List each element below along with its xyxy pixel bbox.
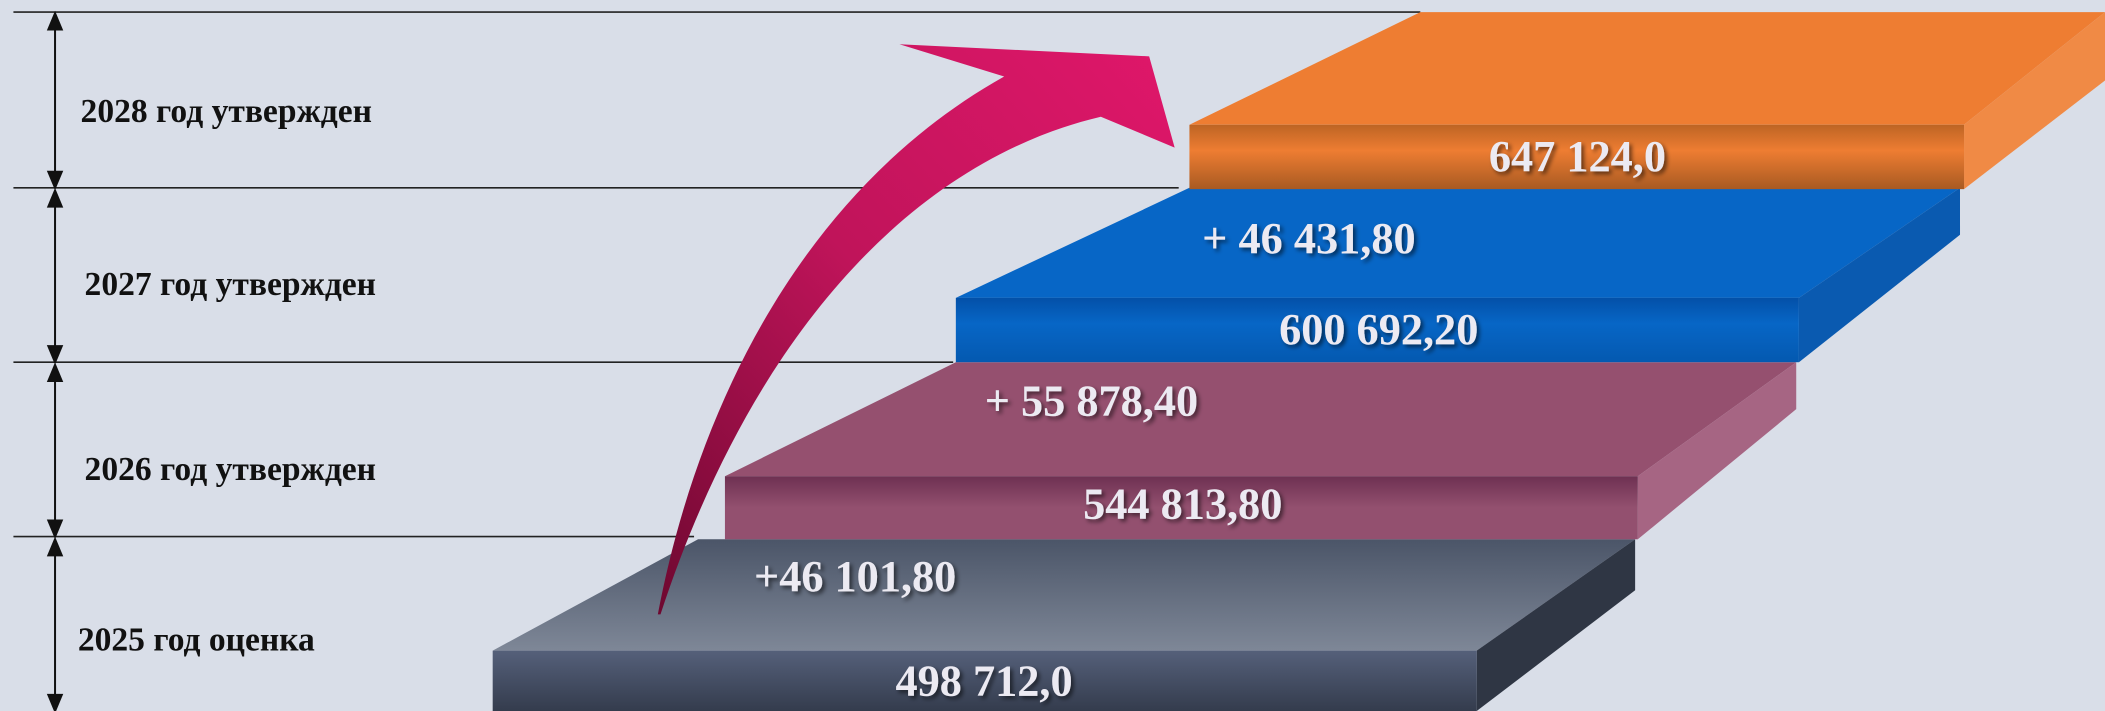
step-side [1964, 12, 2105, 190]
guide-lines [13, 11, 1421, 538]
step-top [955, 187, 1961, 298]
year-label: 2027 год утвержден [85, 266, 376, 303]
step-top [492, 539, 1636, 651]
change-label: + 55 878,40 [985, 376, 1198, 425]
change-label: + 46 431,80 [1202, 214, 1415, 263]
step-top [1189, 12, 2105, 125]
year-label: 2025 год оценка [78, 622, 315, 659]
growth-arrow [657, 44, 1175, 615]
step-top [724, 362, 1797, 477]
step-front [1189, 124, 1965, 190]
step-front [955, 297, 1799, 363]
change-label: +46 101,80 [754, 552, 956, 601]
year-label: 2026 год утвержден [85, 451, 376, 488]
step-side [1798, 187, 1961, 363]
step-side [1637, 362, 1797, 540]
step-front [492, 650, 1477, 711]
step-front [724, 476, 1638, 540]
value-label: 647 124,0 [1489, 132, 1666, 181]
year-label: 2028 год утвержден [81, 93, 372, 130]
value-label: 498 712,0 [895, 657, 1072, 706]
value-label: 600 692,20 [1279, 305, 1478, 354]
step-side [1476, 539, 1636, 711]
value-label: 544 813,80 [1083, 480, 1282, 529]
dimension-arrows [46, 10, 64, 711]
